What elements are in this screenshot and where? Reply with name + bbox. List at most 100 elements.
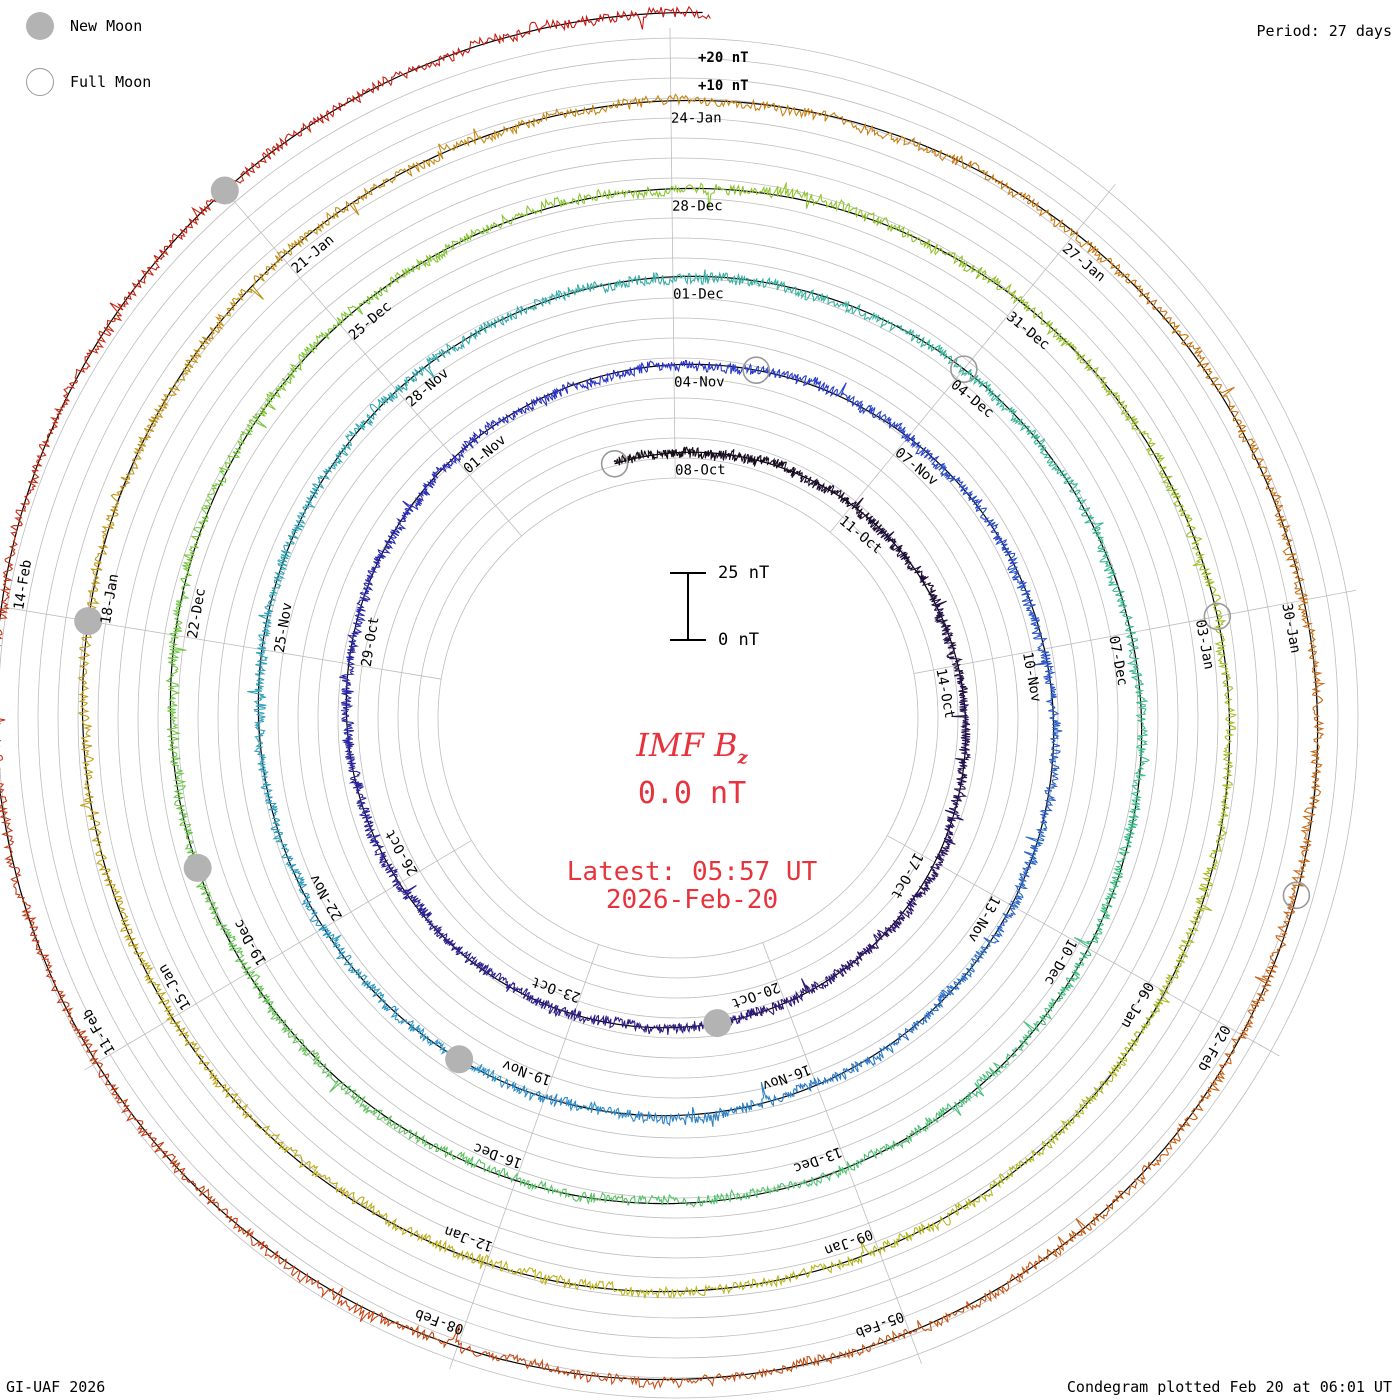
bz-trace-segment	[215, 923, 322, 1067]
grid-ring	[37, 77, 1319, 1359]
new-moon-icon	[26, 12, 54, 40]
new-moon-marker	[703, 1009, 732, 1038]
scale-bar-top-label: 25 nT	[718, 563, 770, 583]
date-label: 01-Dec	[673, 286, 724, 303]
bz-trace-segment	[298, 884, 386, 1004]
bz-trace-segment	[431, 287, 571, 363]
bz-trace-segment	[165, 577, 192, 755]
bz-trace-segment	[0, 768, 64, 997]
grid-ring	[137, 177, 1219, 1259]
date-label: 16-Nov	[760, 1061, 813, 1094]
date-label: 27-Jan	[1059, 241, 1108, 285]
bz-trace-segment	[500, 1078, 638, 1123]
grid-ring	[17, 57, 1339, 1379]
grid-ring	[57, 97, 1299, 1339]
center-title: IMF Bz	[0, 726, 1384, 768]
nt-tick-label: +20 nT	[698, 50, 749, 66]
new-moon-marker	[183, 853, 212, 882]
bz-trace-segment	[0, 530, 18, 762]
date-label: 07-Dec	[1105, 635, 1130, 688]
date-label: 19-Nov	[500, 1056, 553, 1088]
moon-markers	[74, 176, 1311, 1074]
center-title-sub: z	[737, 747, 748, 769]
radial-spoke	[669, 28, 676, 479]
full-moon-icon	[26, 68, 54, 96]
legend-full-moon: Full Moon	[26, 68, 151, 96]
radial-spoke	[449, 944, 599, 1370]
new-moon-marker	[210, 176, 239, 205]
date-label: 29-Oct	[359, 616, 383, 668]
radial-spoke	[829, 184, 1116, 533]
legend-new-moon-label: New Moon	[70, 17, 143, 35]
legend-new-moon: New Moon	[26, 12, 142, 40]
bz-trace-segment	[253, 748, 307, 887]
bz-trace-segment	[1092, 528, 1144, 685]
date-label: 12-Jan	[442, 1222, 495, 1254]
full-moon-marker	[1282, 881, 1311, 910]
new-moon-marker	[445, 1045, 474, 1074]
date-label: 03-Jan	[1192, 618, 1217, 671]
bz-trace-segment	[794, 1107, 945, 1189]
bz-trace-segment	[334, 119, 530, 218]
grid-ring	[0, 37, 1359, 1399]
bz-trace-segment	[993, 1042, 1134, 1189]
bz-trace-segment	[182, 413, 267, 579]
bz-trace-segment	[816, 1183, 995, 1274]
date-label: 31-Dec	[1003, 309, 1052, 353]
full-moon-marker	[600, 449, 629, 478]
radial-spoke	[228, 194, 522, 537]
bz-trace-segment	[773, 1041, 899, 1103]
bz-trace-segment	[713, 361, 838, 397]
radial-spoke	[913, 589, 1357, 674]
bz-trace-segment	[247, 601, 275, 750]
grid-ring	[437, 477, 919, 959]
bz-trace-segment	[374, 851, 451, 945]
full-moon-marker	[742, 356, 770, 384]
bz-trace-segment	[871, 312, 1004, 406]
bz-trace-segment	[185, 211, 339, 369]
radial-spoke	[0, 606, 442, 680]
radial-spoke	[887, 835, 1280, 1057]
bz-trace-segment	[1057, 846, 1132, 996]
bz-trace-segment	[343, 741, 385, 854]
nt-ticks: +20 nT +10 nT	[698, 50, 749, 94]
date-label: 01-Nov	[461, 432, 510, 477]
bz-trace-segment	[897, 942, 991, 1044]
bz-trace-segment	[570, 269, 725, 296]
bz-trace-segment	[949, 154, 1131, 283]
scale-bar	[670, 572, 706, 641]
bz-trace-segment	[636, 1082, 775, 1127]
bz-trace-segment	[1124, 683, 1150, 848]
bz-trace-segment	[1007, 566, 1057, 692]
date-label: 25-Dec	[346, 299, 395, 344]
bz-trace-segment	[318, 1063, 466, 1161]
date-label: 28-Dec	[672, 198, 723, 215]
grid-ring	[297, 337, 1059, 1099]
radial-spoke	[84, 840, 472, 1071]
date-label: 10-Nov	[1019, 651, 1044, 704]
bz-trace-segment	[483, 377, 594, 436]
bz-trace-segment	[930, 600, 969, 699]
bz-trace-segment	[1172, 492, 1231, 679]
bz-trace-segment	[1200, 892, 1297, 1100]
bz-trace-segment	[257, 1125, 427, 1242]
bz-trace-segment	[731, 182, 913, 238]
date-label: 24-Jan	[671, 110, 722, 127]
bz-trace-segment	[796, 469, 880, 530]
bz-trace-segment	[750, 964, 849, 1017]
bz-trace-segment	[999, 401, 1104, 530]
bz-trace-segment	[548, 182, 733, 210]
bz-trace-segment	[951, 697, 972, 799]
grid-ring	[97, 137, 1259, 1299]
grid-ring	[357, 397, 999, 1039]
bz-trace-segment	[383, 1318, 612, 1383]
bz-trace-segment	[77, 553, 103, 761]
bz-trace	[0, 5, 1326, 1391]
bz-trace-segment	[539, 999, 647, 1034]
grid-ring	[217, 257, 1139, 1179]
bz-trace-segment	[1043, 1095, 1205, 1260]
bz-trace-segment	[381, 1002, 502, 1084]
period-label: Period: 27 days	[1256, 22, 1392, 40]
grid-ring	[77, 117, 1279, 1319]
bz-trace-segment	[464, 1156, 629, 1206]
